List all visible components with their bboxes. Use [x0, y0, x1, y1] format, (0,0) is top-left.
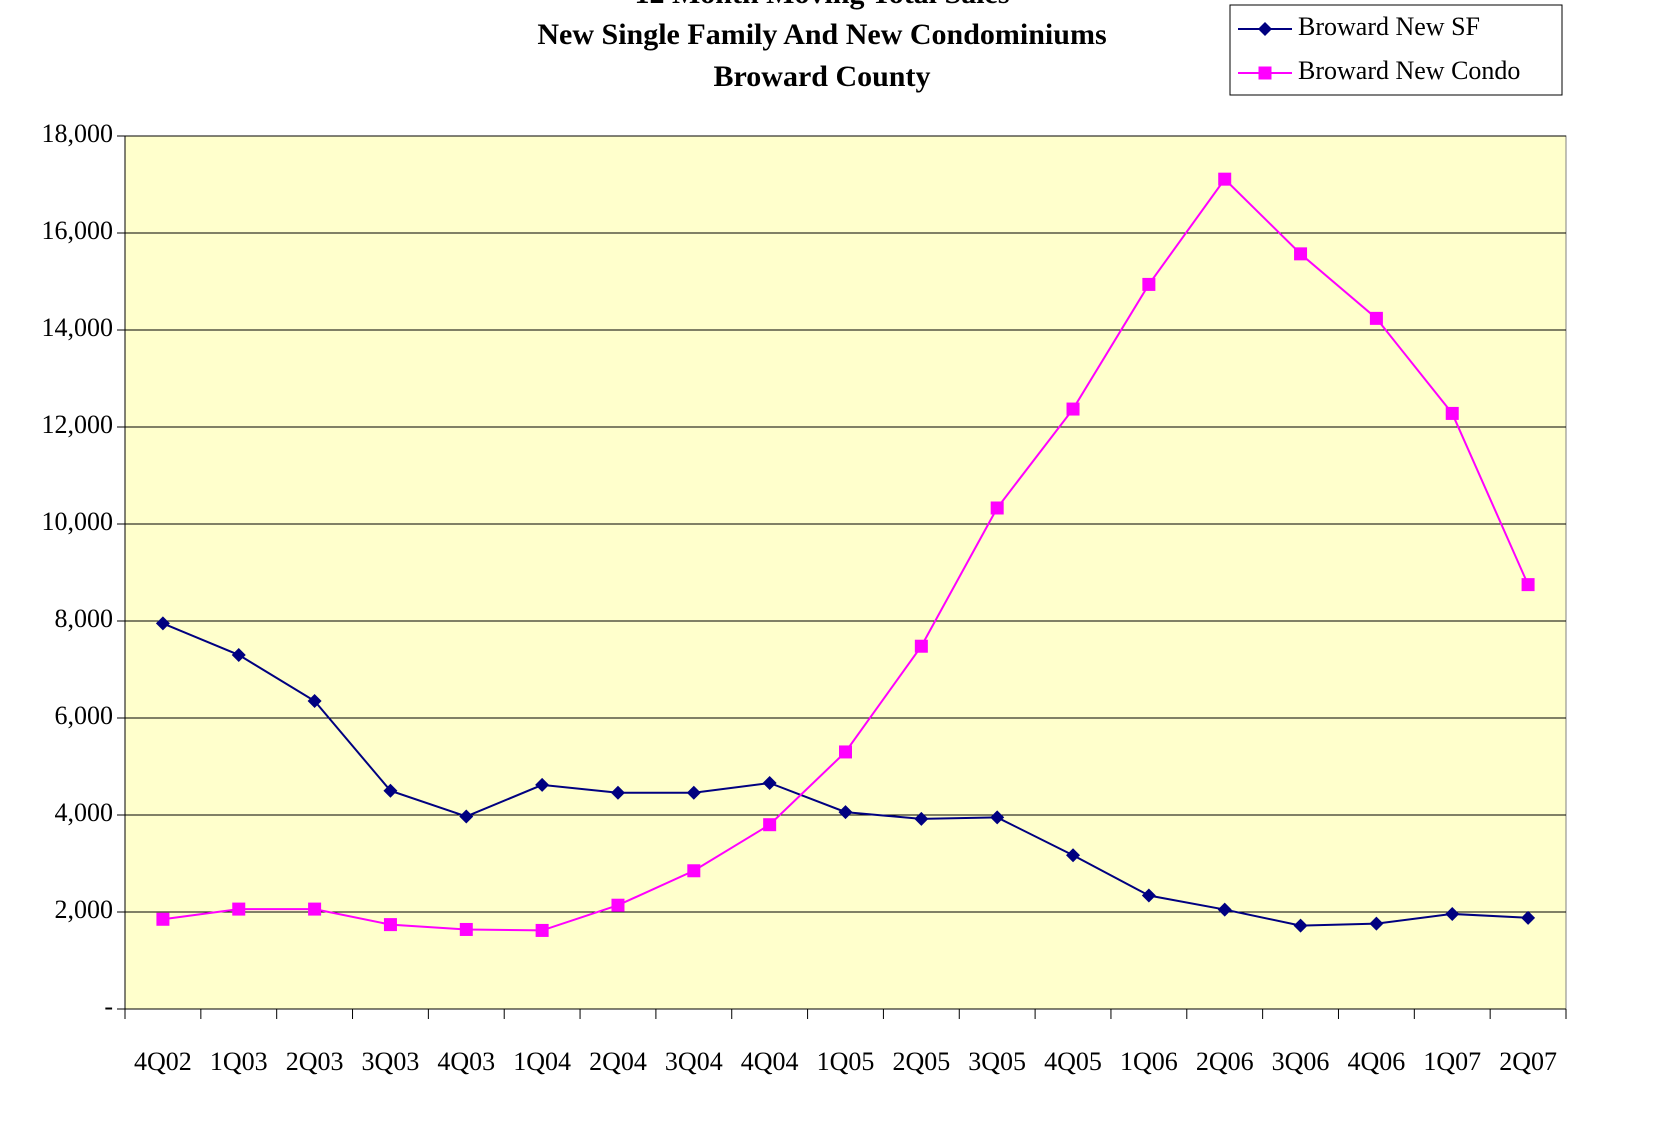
data-point [1369, 916, 1384, 931]
y-tick-label: 10,000 [42, 507, 114, 536]
x-tick-label: 3Q05 [968, 1047, 1026, 1076]
data-point [762, 775, 777, 790]
data-point [308, 902, 322, 916]
y-tick-label: 4,000 [55, 798, 114, 827]
data-point [686, 785, 701, 800]
x-tick-label: 2Q04 [589, 1047, 647, 1076]
legend-label: Broward New Condo [1298, 56, 1520, 85]
x-tick-label: 4Q02 [134, 1047, 192, 1076]
data-point [232, 902, 246, 916]
data-point [156, 912, 170, 926]
legend-marker [1258, 66, 1272, 80]
y-tick-label: - [104, 992, 113, 1021]
y-tick-label: 16,000 [42, 216, 114, 245]
data-point [1521, 910, 1536, 925]
x-tick-label: 3Q03 [362, 1047, 420, 1076]
data-point [155, 616, 170, 631]
data-point [1369, 311, 1383, 325]
x-tick-label: 2Q05 [892, 1047, 950, 1076]
data-point [307, 694, 322, 709]
y-tick-label: 8,000 [55, 604, 114, 633]
x-tick-label: 3Q06 [1272, 1047, 1330, 1076]
data-point [914, 811, 929, 826]
data-point [231, 647, 246, 662]
data-point [990, 810, 1005, 825]
chart-title: 12 Month Moving Total Sales [634, 0, 1009, 10]
y-tick-label: 6,000 [55, 701, 114, 730]
data-point [383, 783, 398, 798]
data-point [1445, 906, 1460, 921]
data-point [1521, 578, 1535, 592]
data-point [1217, 902, 1232, 917]
x-tick-label: 1Q04 [513, 1047, 571, 1076]
y-tick-label: 12,000 [42, 410, 114, 439]
data-point [838, 805, 853, 820]
x-tick-label: 2Q07 [1499, 1047, 1557, 1076]
x-tick-label: 4Q04 [741, 1047, 799, 1076]
data-point [1066, 402, 1080, 416]
data-point [610, 785, 625, 800]
data-point [535, 777, 550, 792]
y-tick-label: 14,000 [42, 313, 114, 342]
x-tick-label: 3Q04 [665, 1047, 723, 1076]
plot-area [124, 135, 1567, 1010]
chart-title: Broward County [714, 60, 931, 93]
data-point [459, 922, 473, 936]
data-point [1293, 918, 1308, 933]
data-point [839, 745, 852, 759]
y-tick-label: 18,000 [42, 119, 114, 148]
data-point [1066, 848, 1081, 863]
data-point [1294, 247, 1308, 261]
x-tick-label: 2Q03 [286, 1047, 344, 1076]
x-tick-label: 1Q06 [1120, 1047, 1178, 1076]
legend-label: Broward New SF [1298, 12, 1480, 41]
legend [1229, 4, 1563, 96]
data-point [763, 818, 777, 832]
data-point [687, 864, 701, 878]
data-point [1142, 277, 1156, 291]
x-tick-label: 4Q03 [437, 1047, 495, 1076]
x-tick-label: 1Q07 [1423, 1047, 1481, 1076]
x-tick-label: 1Q05 [817, 1047, 875, 1076]
data-point [1218, 172, 1232, 186]
legend-marker [1258, 22, 1272, 36]
data-point [383, 918, 397, 932]
x-tick-label: 1Q03 [210, 1047, 268, 1076]
data-point [535, 923, 549, 937]
data-point [1445, 406, 1459, 420]
y-tick-label: 2,000 [55, 895, 114, 924]
x-tick-label: 4Q05 [1044, 1047, 1102, 1076]
data-point [990, 501, 1004, 515]
x-tick-label: 2Q06 [1196, 1047, 1254, 1076]
data-point [1141, 888, 1156, 903]
data-point [914, 639, 928, 653]
x-tick-label: 4Q06 [1348, 1047, 1406, 1076]
chart-title: New Single Family And New Condominiums [537, 18, 1106, 51]
data-point [459, 809, 474, 824]
data-point [611, 898, 625, 912]
